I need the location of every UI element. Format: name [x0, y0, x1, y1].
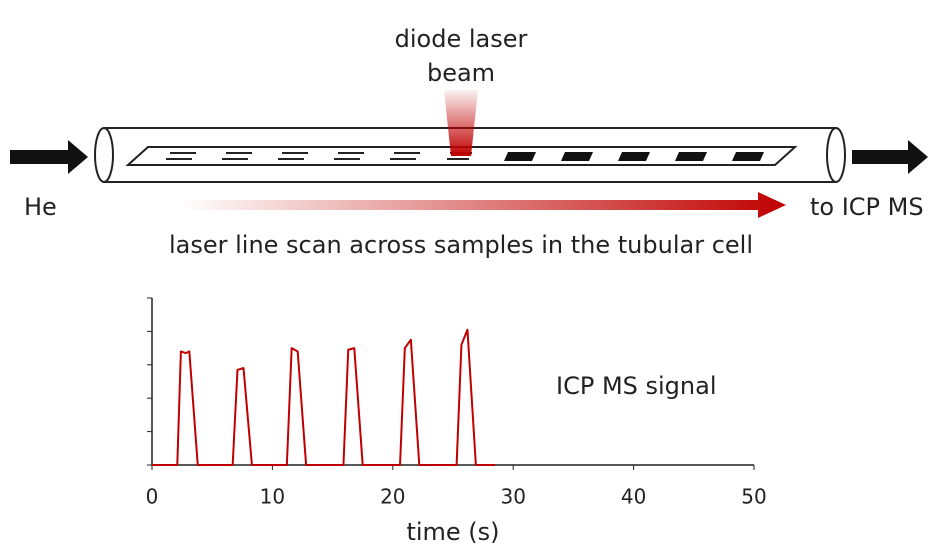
- laser-beam: [444, 90, 478, 156]
- x-tick-label: 30: [500, 485, 525, 509]
- ablated-samples: [166, 152, 472, 160]
- x-tick-label: 50: [741, 485, 766, 509]
- x-tick-label: 0: [146, 485, 159, 509]
- x-tick-label: 20: [380, 485, 405, 509]
- signal-line: [152, 328, 496, 466]
- x-tick-label: 10: [260, 485, 285, 509]
- x-tick-label: 40: [621, 485, 646, 509]
- chart: 0 10 20 30 40 50: [146, 297, 767, 509]
- laser-label: beam: [427, 59, 495, 87]
- signal-label: ICP MS signal: [556, 372, 717, 400]
- samples: [504, 152, 764, 161]
- scan-arrow: [180, 192, 786, 218]
- outlet-label: to ICP MS: [810, 193, 924, 221]
- inlet-arrow: [10, 140, 88, 174]
- inlet-label: He: [24, 193, 57, 221]
- tube: [94, 127, 846, 183]
- laser-label: diode laser: [395, 25, 528, 53]
- outlet-arrow: [852, 140, 928, 174]
- scan-label: laser line scan across samples in the tu…: [169, 231, 753, 259]
- x-axis-label: time (s): [406, 518, 499, 546]
